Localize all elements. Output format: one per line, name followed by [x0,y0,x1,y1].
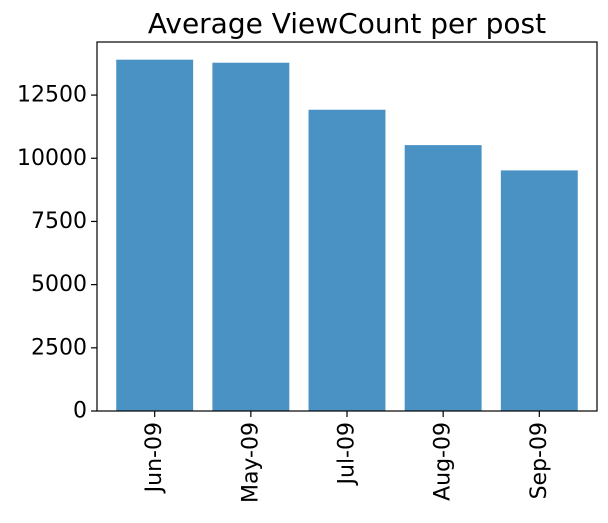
x-tick-label: Jul-09 [335,422,360,486]
bars-group [116,59,578,412]
x-axis: Jun-09 May-09 Jul-09 Aug-09 Sep-09 [142,411,552,503]
chart-title: Average ViewCount per post [148,7,546,40]
x-tick-label: Aug-09 [431,422,456,501]
bar-may-09 [212,62,290,411]
plot-frame [96,41,598,412]
bar-jun-09 [116,59,194,412]
y-tick-label: 2500 [31,335,87,360]
x-tick-label: Sep-09 [527,422,552,499]
y-tick-label: 10000 [17,146,87,171]
y-tick-label: 12500 [17,83,87,108]
x-tick-label: Jun-09 [142,422,167,494]
bar-aug-09 [404,145,482,412]
x-tick-label: May-09 [238,422,263,503]
y-tick-label: 7500 [31,209,87,234]
y-tick-label: 0 [73,399,87,424]
bar-sep-09 [500,170,578,411]
y-tick-label: 5000 [31,272,87,297]
bar-jul-09 [308,109,386,411]
y-axis: 0 2500 5000 7500 10000 12500 [17,83,97,424]
